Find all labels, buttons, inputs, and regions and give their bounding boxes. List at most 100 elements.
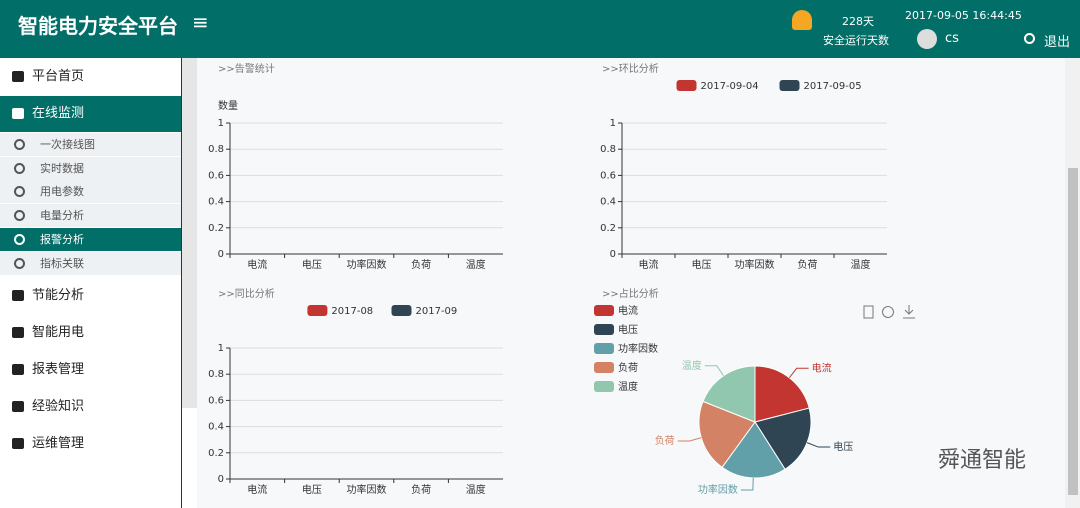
nav-subitem-label: 一次接线图 (40, 138, 95, 151)
nav-subitem[interactable]: 实时数据 (0, 156, 181, 180)
bell-icon[interactable] (792, 10, 812, 30)
legend-label: 2017-09 (416, 306, 458, 317)
pie-slice (721, 421, 786, 479)
gear-icon (1024, 33, 1035, 44)
label-line (806, 442, 831, 448)
header: 智能电力安全平台 ≡ 228天 安全运行天数 2017-09-05 16:44:… (0, 0, 1080, 58)
y-tick-label: 0.8 (208, 369, 224, 380)
chart-title: >>告警统计 (218, 62, 275, 75)
bullet (14, 139, 25, 150)
nav-subitem[interactable]: 报警分析 (0, 227, 181, 251)
nav-item-label: 报表管理 (32, 362, 85, 378)
nav-subitem[interactable]: 一次接线图 (0, 133, 181, 156)
pie-slice (754, 407, 812, 470)
x-tick-label: 电压 (692, 258, 712, 271)
legend-label: 2017-09-04 (701, 81, 759, 92)
label-line (704, 365, 724, 376)
y-tick-label: 0.4 (600, 197, 616, 208)
nav-item[interactable]: 报表管理 (0, 352, 181, 388)
logout[interactable]: 退出 (1044, 35, 1071, 50)
legend-swatch (307, 305, 328, 316)
x-tick-label: 温度 (466, 483, 486, 496)
chart-title: >>环比分析 (602, 62, 659, 75)
app-title: 智能电力安全平台 (18, 14, 178, 38)
nav-item[interactable]: 平台首页 (0, 59, 181, 95)
legend-swatch (594, 381, 614, 392)
nav-item[interactable]: 经验知识 (0, 389, 181, 425)
x-tick-label: 电流 (247, 258, 267, 271)
x-tick-label: 电压 (302, 258, 322, 271)
y-tick-label: 0.2 (600, 223, 616, 234)
restore-icon[interactable] (882, 306, 894, 318)
menu-toggle[interactable]: ≡ (192, 10, 209, 34)
sidebar: 平台首页在线监测一次接线图实时数据 用电参数电量分析报警分析指标关联节能分析智能用… (0, 58, 183, 508)
nav-icon (12, 364, 24, 376)
legend-label: 温度 (618, 380, 638, 393)
nav-icon (12, 327, 24, 339)
x-tick-label: 功率因数 (347, 483, 387, 496)
x-tick-label: 电流 (639, 258, 659, 271)
slice-label: 电流 (812, 361, 832, 374)
x-tick-label: 负荷 (411, 258, 431, 271)
legend-label: 电压 (618, 323, 638, 336)
label-line (677, 437, 702, 442)
bullet (14, 210, 25, 222)
x-tick-label: 温度 (466, 258, 486, 271)
nav-item[interactable]: 在线监测 (0, 96, 181, 132)
nav-item[interactable]: 运维管理 (0, 426, 181, 462)
nav-subitem[interactable]: 用电参数 (0, 180, 181, 204)
x-tick-label: 负荷 (798, 258, 818, 271)
nav-item-label: 运维管理 (32, 436, 85, 452)
scroll-thumb[interactable] (1068, 168, 1078, 495)
save-icon[interactable] (903, 305, 915, 319)
legend-swatch (594, 362, 614, 373)
x-tick-label: 功率因数 (347, 258, 387, 271)
label-line (740, 477, 754, 491)
x-tick-label: 负荷 (411, 483, 431, 496)
nav-item-label: 平台首页 (32, 69, 85, 84)
y-axis-label: 数量 (218, 99, 238, 112)
run-label: 安全运行天数 (823, 34, 889, 47)
bullet (14, 186, 25, 198)
y-tick-label: 0.2 (208, 448, 224, 459)
nav-item-label: 经验知识 (32, 399, 85, 415)
y-tick-label: 0 (218, 249, 224, 260)
nav-item[interactable]: 智能用电 (0, 315, 181, 351)
nav-subitem-label: 报警分析 (40, 232, 84, 246)
nav-item-label: 在线监测 (32, 106, 85, 121)
bullet (14, 162, 25, 174)
user-name[interactable]: cs (945, 31, 959, 46)
legend-label: 电流 (618, 304, 638, 317)
nav-item-label: 智能用电 (32, 325, 85, 341)
nav-icon (12, 401, 24, 413)
y-tick-label: 0.8 (600, 144, 616, 155)
pie-slice (702, 365, 756, 423)
nav-item[interactable]: 节能分析 (0, 278, 181, 314)
label-line (788, 367, 809, 379)
datetime: 2017-09-05 16:44:45 (905, 9, 1022, 22)
y-tick-label: 0.4 (208, 197, 224, 208)
legend-label: 2017-08 (331, 306, 373, 317)
nav-icon (12, 438, 24, 450)
nav-icon (12, 108, 24, 119)
x-tick-label: 电流 (247, 483, 267, 496)
view-data-icon[interactable] (863, 305, 874, 319)
y-tick-label: 0.6 (600, 170, 616, 181)
nav-icon (12, 290, 24, 302)
legend-label: 2017-09-05 (804, 81, 862, 92)
slice-label: 负荷 (655, 434, 675, 447)
legend-swatch (391, 305, 412, 316)
nav-subitem-label: 电量分析 (40, 209, 84, 223)
nav-item-label: 节能分析 (32, 288, 85, 304)
bullet (14, 233, 25, 245)
avatar[interactable] (917, 29, 937, 49)
slice-label: 电压 (833, 440, 853, 453)
left-strip (182, 58, 197, 408)
nav-subitem[interactable]: 指标关联 (0, 251, 181, 275)
nav-icon (12, 71, 24, 82)
nav-subitem[interactable]: 电量分析 (0, 204, 181, 228)
legend-swatch (594, 324, 614, 335)
y-tick-label: 0.8 (208, 144, 224, 155)
legend-label: 负荷 (618, 361, 638, 374)
